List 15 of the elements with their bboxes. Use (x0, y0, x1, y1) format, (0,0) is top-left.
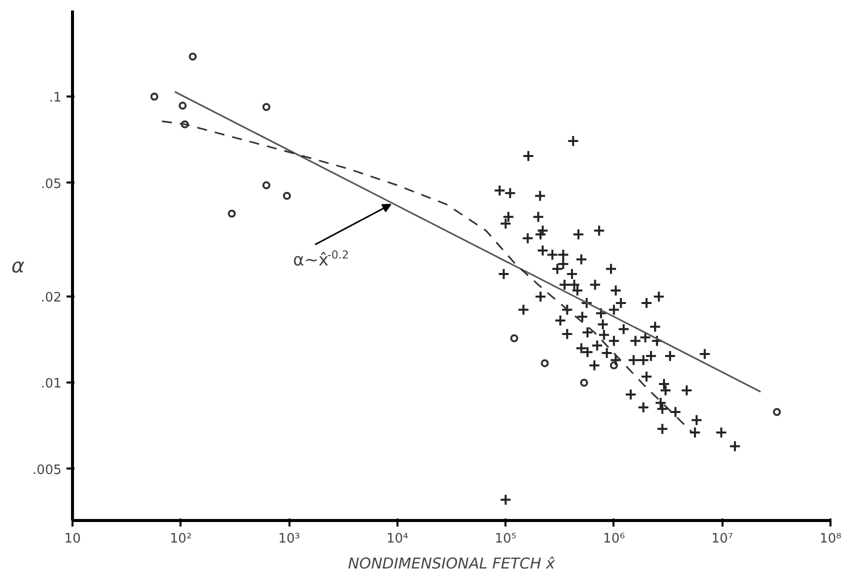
y-tick-label: .01 (40, 376, 62, 392)
x-tick-label: 10² (170, 532, 192, 546)
y-axis-title: α (11, 254, 25, 278)
y-tick-label: .1 (49, 90, 62, 106)
x-tick-label: 10 (64, 532, 81, 546)
x-tick-label: 10⁸ (820, 532, 842, 546)
y-tick-label: .02 (40, 290, 62, 306)
x-tick-label: 10⁶ (603, 532, 625, 546)
x-tick-label: 10³ (278, 532, 300, 546)
y-tick-label: .005 (32, 462, 62, 478)
x-tick-label: 10⁴ (386, 532, 408, 546)
y-tick-label: .05 (40, 176, 62, 192)
x-axis-title: NONDIMENSIONAL FETCH x̂ (348, 554, 556, 572)
x-tick-label: 10⁵ (494, 532, 517, 546)
x-tick-label: 10⁷ (711, 532, 734, 546)
